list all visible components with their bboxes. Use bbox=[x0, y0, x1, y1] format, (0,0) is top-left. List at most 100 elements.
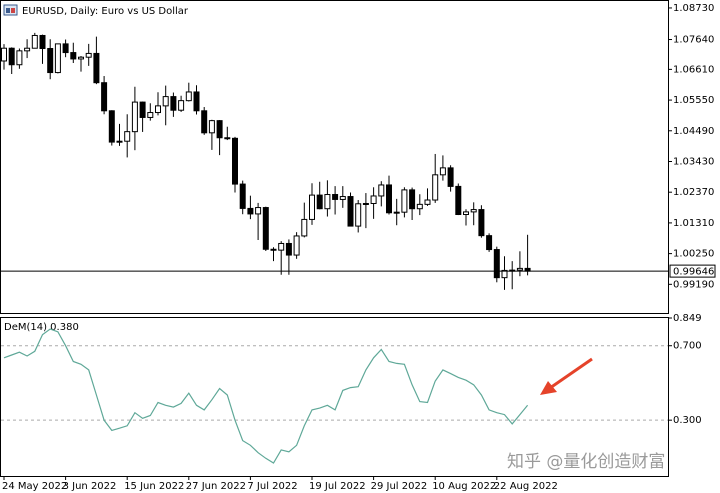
candle-body bbox=[108, 110, 115, 143]
y-tick-label: 1.07640 bbox=[673, 35, 714, 46]
candle-body bbox=[285, 242, 292, 256]
watermark: 知乎 @量化创造财富 bbox=[507, 452, 665, 472]
candle-body bbox=[31, 34, 38, 49]
candle-body bbox=[439, 167, 446, 176]
x-tick-label: 22 Aug 2022 bbox=[494, 481, 558, 492]
candle-body bbox=[185, 91, 192, 102]
candle-body bbox=[239, 183, 246, 209]
candle-body bbox=[193, 91, 200, 112]
y-tick-label: 0.700 bbox=[673, 341, 702, 352]
candle-body bbox=[378, 184, 385, 197]
y-tick-label: 1.01310 bbox=[673, 218, 714, 229]
candle-body bbox=[8, 47, 15, 66]
candle-body bbox=[216, 120, 223, 139]
candle-body bbox=[147, 112, 154, 118]
candle-body bbox=[501, 269, 508, 279]
x-tick-label: 3 Jun 2022 bbox=[63, 481, 117, 492]
candle-body bbox=[131, 101, 138, 133]
candle-body bbox=[247, 207, 254, 215]
candle-body bbox=[278, 242, 285, 251]
candle-body bbox=[486, 235, 493, 251]
candle-body bbox=[401, 189, 408, 213]
y-tick-label: 0.99190 bbox=[673, 279, 714, 290]
chart-title: EURUSD, Daily: Euro vs US Dollar bbox=[22, 6, 189, 17]
indicator-title: DeM(14) 0.380 bbox=[4, 322, 79, 333]
candle-body bbox=[293, 235, 300, 256]
x-tick-label: 24 May 2022 bbox=[2, 481, 67, 492]
candle-body bbox=[339, 196, 346, 200]
x-tick-label: 10 Aug 2022 bbox=[432, 481, 496, 492]
candle-body bbox=[255, 207, 262, 215]
candle-body bbox=[370, 195, 377, 204]
candle-body bbox=[309, 194, 315, 220]
y-tick-label: 1.06610 bbox=[673, 64, 714, 75]
candle-body bbox=[463, 211, 469, 216]
x-tick-label: 29 Jul 2022 bbox=[371, 481, 428, 492]
candle-body bbox=[85, 52, 92, 58]
candle-body bbox=[70, 52, 77, 60]
y-tick-label: 1.02370 bbox=[673, 187, 714, 198]
candle-body bbox=[16, 50, 23, 66]
candle-body bbox=[478, 209, 485, 237]
last-price-label: 0.99646 bbox=[673, 267, 714, 278]
candle-body bbox=[39, 34, 46, 50]
x-tick-label: 19 Jul 2022 bbox=[309, 481, 366, 492]
candle-body bbox=[155, 105, 161, 114]
candle-body bbox=[101, 82, 108, 112]
candle-body bbox=[1, 47, 7, 62]
candle-body bbox=[316, 194, 323, 210]
x-tick-label: 7 Jul 2022 bbox=[247, 481, 297, 492]
annotation-arrow bbox=[540, 357, 593, 395]
candle-body bbox=[347, 196, 354, 227]
indicator-line bbox=[3, 328, 529, 464]
candle-body bbox=[270, 248, 277, 251]
candle-body bbox=[493, 249, 500, 279]
last-price-box bbox=[669, 264, 716, 278]
indicator-panel bbox=[0, 317, 669, 477]
candle-body bbox=[178, 100, 185, 111]
candle-body bbox=[139, 101, 146, 118]
candle-body bbox=[201, 110, 208, 134]
candle-body bbox=[224, 137, 231, 140]
candle-body bbox=[332, 194, 339, 200]
candle-body bbox=[324, 194, 331, 210]
candle-body bbox=[409, 189, 416, 210]
candle-body bbox=[455, 185, 462, 216]
candle-body bbox=[424, 199, 431, 205]
candle-body bbox=[170, 96, 177, 111]
candle-body bbox=[470, 209, 477, 213]
y-tick-label: 1.03430 bbox=[673, 156, 714, 167]
candle-body bbox=[124, 131, 131, 142]
x-tick-label: 27 Jun 2022 bbox=[186, 481, 246, 492]
candle-body bbox=[162, 96, 169, 107]
y-tick-label: 1.00250 bbox=[673, 249, 714, 260]
candle-body bbox=[362, 202, 369, 205]
candle-body bbox=[355, 203, 362, 227]
y-tick-label: 0.849 bbox=[673, 313, 702, 324]
y-tick-label: 1.08730 bbox=[673, 3, 714, 14]
candle-body bbox=[432, 174, 439, 201]
candle-body bbox=[393, 211, 400, 214]
candle-body bbox=[386, 184, 392, 214]
candle-body bbox=[447, 167, 454, 187]
candle-body bbox=[93, 52, 100, 84]
candle-body bbox=[47, 48, 54, 74]
candle-body bbox=[78, 56, 84, 60]
candle-body bbox=[54, 43, 61, 74]
candle-body bbox=[301, 218, 308, 237]
y-tick-label: 1.05550 bbox=[673, 95, 714, 106]
candle-body bbox=[416, 203, 423, 210]
window-icon bbox=[3, 4, 18, 16]
candle-body bbox=[116, 140, 123, 143]
candle-body bbox=[516, 267, 523, 271]
y-tick-label: 1.04490 bbox=[673, 126, 714, 137]
candle-body bbox=[262, 207, 269, 250]
x-tick-label: 15 Jun 2022 bbox=[124, 481, 184, 492]
candle-body bbox=[208, 120, 215, 134]
y-tick-label: 0.300 bbox=[673, 415, 702, 426]
price-panel bbox=[0, 0, 669, 314]
candle-body bbox=[24, 47, 31, 52]
candle-body bbox=[232, 137, 238, 185]
candle-body bbox=[62, 43, 69, 54]
